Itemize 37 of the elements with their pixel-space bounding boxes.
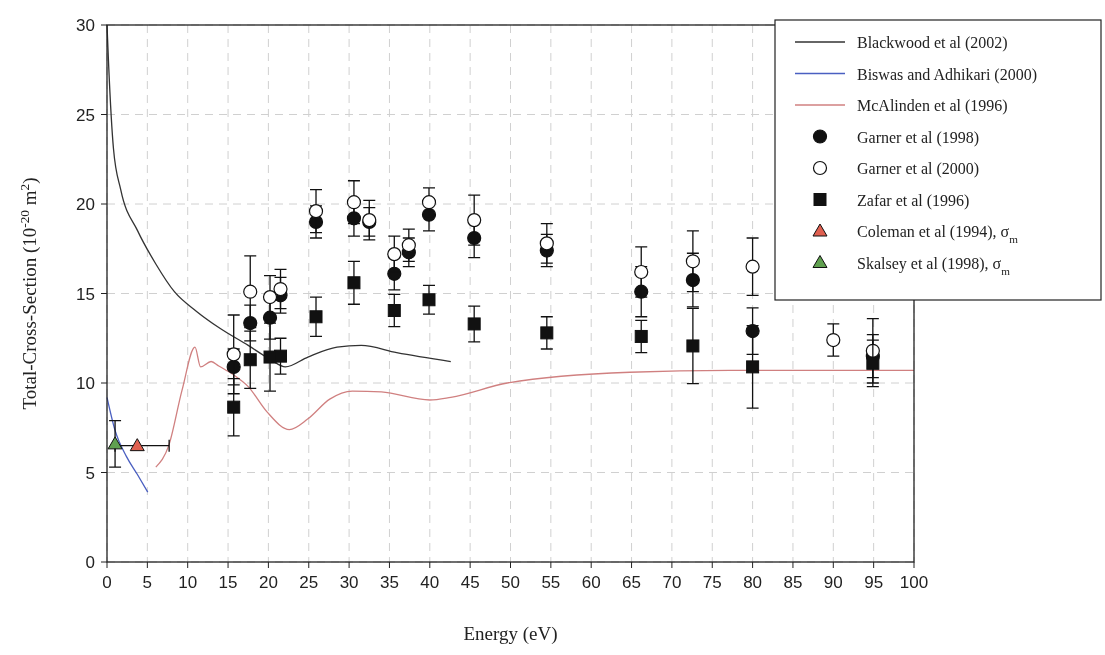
x-tick-label: 100 — [899, 573, 929, 592]
x-tick-label: 75 — [702, 573, 722, 592]
y-tick-label: 15 — [76, 284, 95, 304]
legend-label: Garner et al (1998) — [857, 128, 980, 147]
y-tick-label: 5 — [85, 463, 95, 483]
x-tick-label: 40 — [420, 573, 440, 592]
legend-label: Coleman et al (1994), σ$_{m}$ — [857, 223, 1019, 245]
x-tick-label: 65 — [622, 573, 642, 592]
y-tick-label: 0 — [85, 553, 95, 572]
x-tick-label: 0 — [102, 573, 112, 592]
x-tick-label: 25 — [299, 573, 319, 592]
x-tick-label: 80 — [743, 573, 763, 592]
x-tick-label: 95 — [864, 573, 884, 592]
x-tick-label: 90 — [823, 573, 843, 592]
x-tick-label: 50 — [501, 573, 520, 592]
y-tick-label: 30 — [76, 16, 95, 35]
x-tick-label: 55 — [541, 573, 561, 592]
x-tick-label: 15 — [218, 573, 238, 592]
y-tick-label: 25 — [76, 105, 95, 125]
x-tick-label: 85 — [783, 573, 803, 592]
legend-label: Biswas and Adhikari (2000) — [857, 65, 1037, 84]
y-tick-label: 20 — [76, 195, 95, 214]
x-tick-label: 70 — [662, 573, 682, 592]
x-tick-label: 5 — [142, 573, 153, 592]
x-tick-label: 20 — [258, 573, 278, 592]
y-tick-label: 10 — [76, 374, 95, 393]
x-tick-label: 45 — [460, 573, 480, 592]
legend-label: Blackwood et al (2002) — [857, 34, 1008, 52]
legend-label: Garner et al (2000) — [857, 160, 980, 178]
legend-label: Skalsey et al (1998), σ$_{m}$ — [857, 254, 1011, 277]
legend-label: Zafar et al (1996) — [857, 191, 970, 210]
x-tick-label: 35 — [379, 573, 399, 592]
legend-label: McAlinden et al (1996) — [857, 97, 1008, 115]
x-tick-label: 10 — [178, 573, 198, 592]
x-tick-label: 60 — [581, 573, 601, 592]
x-tick-label: 30 — [339, 573, 359, 592]
x-axis-title: Energy (eV) — [463, 623, 558, 645]
